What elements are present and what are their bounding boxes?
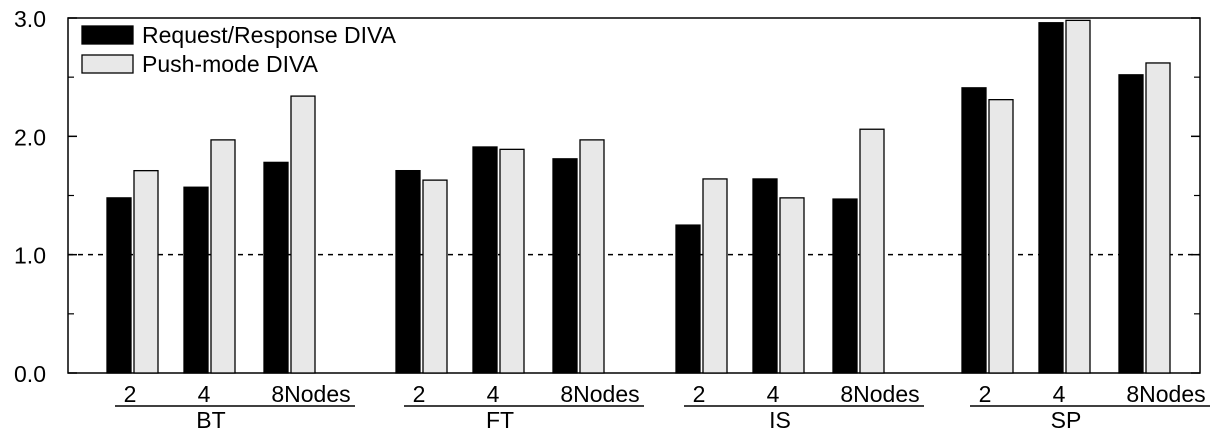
x-tick-label: 8Nodes: [271, 381, 350, 407]
y-tick-label: 3.0: [14, 6, 46, 32]
bar-bt-4-series-1: [183, 186, 209, 374]
bar-is-4-series-2: [779, 197, 805, 374]
x-tick-label: 8Nodes: [560, 381, 639, 407]
x-tick-label: 8Nodes: [840, 381, 919, 407]
x-tick-label: 4: [198, 381, 211, 407]
x-tick-label: 2: [413, 381, 426, 407]
plot-area: 0.0 1.0 2.0 3.0 2 4 8Nodes BT 2 4 8Nodes FT 2 4 8Nodes…: [14, 6, 1210, 433]
bar-sp-4-series-1: [1038, 22, 1064, 374]
bar-ft-8-series-1: [552, 158, 578, 374]
bar-sp-2-series-2: [988, 99, 1014, 374]
bar-is-8-series-2: [859, 128, 885, 374]
x-tick-label: 4: [767, 381, 780, 407]
group-label-is: IS: [769, 407, 791, 433]
bar-sp-2-series-1: [961, 87, 987, 374]
x-tick-label: 2: [693, 381, 706, 407]
bar-ft-2-series-1: [395, 169, 421, 374]
bar-sp-8-series-1: [1118, 74, 1144, 374]
legend-label-2: Push-mode DIVA: [142, 51, 319, 77]
x-tick-label: 8Nodes: [1126, 381, 1205, 407]
legend-swatch-1: [81, 25, 134, 45]
bar-sp-4-series-2: [1065, 19, 1091, 374]
group-label-ft: FT: [486, 407, 514, 433]
legend-label-1: Request/Response DIVA: [142, 22, 397, 48]
x-tick-label: 2: [979, 381, 992, 407]
x-tick-label: 4: [487, 381, 500, 407]
group-label-bt: BT: [196, 407, 225, 433]
legend: Request/Response DIVA Push-mode DIVA: [81, 22, 397, 77]
y-tick-label: 1.0: [14, 243, 46, 269]
x-tick-label: 4: [1053, 381, 1066, 407]
y-tick-label: 0.0: [14, 361, 46, 387]
bar-is-4-series-1: [752, 178, 778, 374]
bar-bt-2-series-2: [133, 169, 159, 374]
bar-ft-4-series-1: [472, 146, 498, 374]
bar-is-8-series-1: [832, 198, 858, 374]
bar-bt-2-series-1: [106, 197, 132, 374]
bar-ft-8-series-2: [579, 139, 605, 374]
bar-ft-2-series-2: [422, 179, 448, 374]
bar-bt-8-series-2: [290, 95, 316, 374]
bar-bt-8-series-1: [263, 161, 289, 374]
bar-is-2-series-2: [702, 178, 728, 374]
bar-ft-4-series-2: [499, 148, 525, 374]
group-label-sp: SP: [1051, 407, 1082, 433]
bar-bt-4-series-2: [210, 139, 236, 374]
x-tick-label: 2: [124, 381, 137, 407]
y-tick-label: 2.0: [14, 124, 46, 150]
bar-sp-8-series-2: [1145, 62, 1171, 374]
bar-is-2-series-1: [675, 224, 701, 374]
legend-swatch-2: [81, 54, 134, 74]
